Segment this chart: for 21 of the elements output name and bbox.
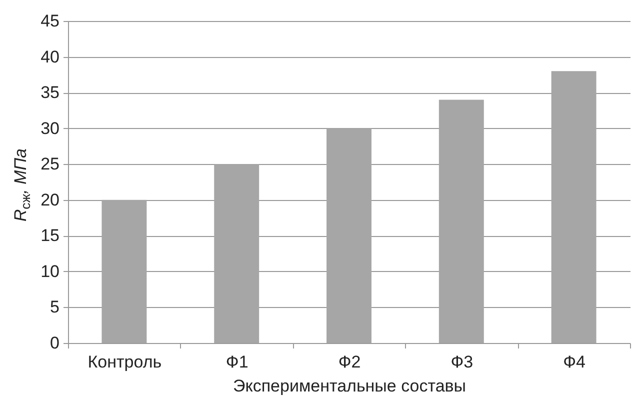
y-tick-label: 35 — [40, 83, 60, 102]
bar — [551, 71, 596, 343]
y-tick-label: 0 — [50, 334, 60, 352]
x-tick-label: Ф3 — [450, 352, 474, 372]
x-tick-label: Ф2 — [338, 352, 361, 372]
bar — [214, 164, 260, 343]
x-axis-title: Экспериментальные составы — [232, 376, 466, 396]
bar — [102, 200, 147, 343]
y-tick-label: 20 — [40, 190, 60, 210]
y-tick-label: 15 — [40, 226, 60, 246]
y-tick-label: 30 — [40, 118, 60, 138]
bar — [326, 128, 372, 343]
x-tick-label: Ф4 — [563, 352, 586, 372]
y-tick-label: 40 — [40, 47, 60, 66]
x-tick-label: Ф1 — [226, 352, 248, 372]
bar — [438, 100, 484, 343]
y-tick-label: 5 — [50, 298, 60, 317]
y-tick-label: 25 — [40, 154, 60, 174]
y-tick-label: 45 — [40, 12, 60, 30]
y-tick-label: 10 — [40, 262, 60, 281]
x-tick-label: Контроль — [88, 352, 162, 372]
